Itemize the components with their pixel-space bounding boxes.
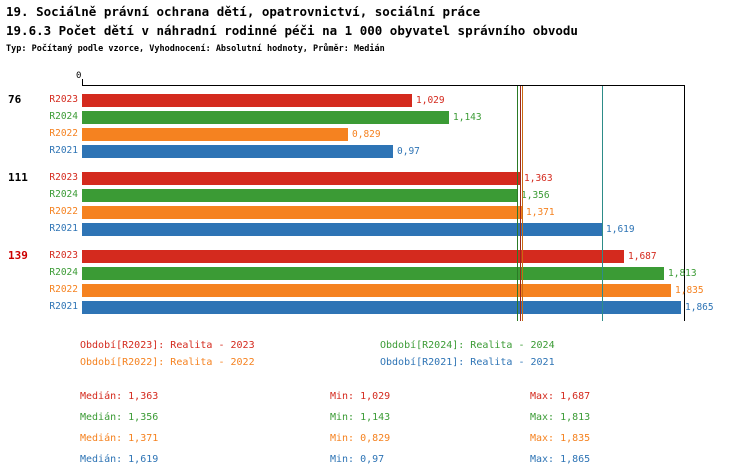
page-title: 19. Sociálně právní ochrana dětí, opatro…: [6, 4, 481, 19]
stat-min: Min: 1,143: [330, 412, 391, 423]
bar-value-label: 1,865: [685, 302, 714, 313]
bar-value-label: 1,356: [521, 190, 550, 201]
bar-value-label: 1,143: [453, 112, 482, 123]
stat-median: Medián: 1,356: [80, 412, 159, 423]
bar-value-label: 0,829: [352, 129, 381, 140]
bar-series-label: R2021: [49, 145, 78, 156]
bar-series-label: R2022: [49, 284, 78, 295]
bar-R2023: [82, 172, 520, 185]
stat-min: Min: 0,829: [330, 433, 391, 444]
bar-R2024: [82, 267, 664, 280]
bar-value-label: 1,687: [628, 251, 657, 262]
stat-median: Medián: 1,371: [80, 433, 159, 444]
group-label: 139: [8, 249, 28, 262]
legend-item: Období[R2021]: Realita - 2021: [380, 357, 555, 368]
bar-series-label: R2021: [49, 301, 78, 312]
bar-value-label: 1,835: [675, 285, 704, 296]
legend-item: Období[R2023]: Realita - 2023: [80, 340, 255, 351]
chart-title: 19.6.3 Počet dětí v náhradní rodinné péč…: [6, 23, 578, 38]
median-line-R2022: [522, 86, 523, 321]
stat-min: Min: 1,029: [330, 391, 391, 402]
bar-R2022: [82, 206, 522, 219]
bar-R2021: [82, 301, 681, 314]
bar-series-label: R2024: [49, 111, 78, 122]
bar-R2022: [82, 284, 671, 297]
median-line-R2024: [517, 86, 518, 321]
plot-area: 1,029 1,143 0,829 0,97 1,363 1,356 1,371 1,619 1…: [82, 85, 714, 321]
stat-median: Medián: 1,619: [80, 454, 159, 465]
bar-R2021: [82, 223, 602, 236]
stat-max: Max: 1,813: [530, 412, 591, 423]
bar-series-label: R2023: [49, 172, 78, 183]
bar-series-label: R2022: [49, 128, 78, 139]
bar-value-label: 1,029: [416, 95, 445, 106]
stat-max: Max: 1,865: [530, 454, 591, 465]
bar-series-label: R2021: [49, 223, 78, 234]
bar-R2022: [82, 128, 348, 141]
group-label: 76: [8, 93, 22, 106]
bar-series-label: R2023: [49, 94, 78, 105]
bar-value-label: 1,813: [668, 268, 697, 279]
stat-min: Min: 0,97: [330, 454, 385, 465]
bar-series-label: R2022: [49, 206, 78, 217]
bar-R2024: [82, 189, 517, 202]
bar-series-label: R2023: [49, 250, 78, 261]
bar-value-label: 1,371: [526, 207, 555, 218]
median-line-R2023: [520, 86, 521, 321]
bar-series-label: R2024: [49, 189, 78, 200]
bar-series-label: R2024: [49, 267, 78, 278]
bar-R2023: [82, 250, 624, 263]
bar-R2023: [82, 94, 412, 107]
stat-median: Medián: 1,363: [80, 391, 159, 402]
group-label: 111: [8, 171, 28, 184]
bar-value-label: 0,97: [397, 146, 420, 157]
median-line-R2021: [602, 86, 603, 321]
legend-item: Období[R2024]: Realita - 2024: [380, 340, 555, 351]
bar-value-label: 1,619: [606, 224, 635, 235]
plot-right-border: [684, 86, 685, 321]
stat-max: Max: 1,687: [530, 391, 591, 402]
stat-max: Max: 1,835: [530, 433, 591, 444]
chart-meta-line: Typ: Počítaný podle vzorce, Vyhodnocení:…: [6, 44, 385, 54]
bar-R2024: [82, 111, 449, 124]
x-axis-origin-label: 0: [76, 71, 82, 81]
bar-R2021: [82, 145, 393, 158]
bar-value-label: 1,363: [524, 173, 553, 184]
x-axis-origin-tick: [82, 79, 83, 85]
legend-item: Období[R2022]: Realita - 2022: [80, 357, 255, 368]
